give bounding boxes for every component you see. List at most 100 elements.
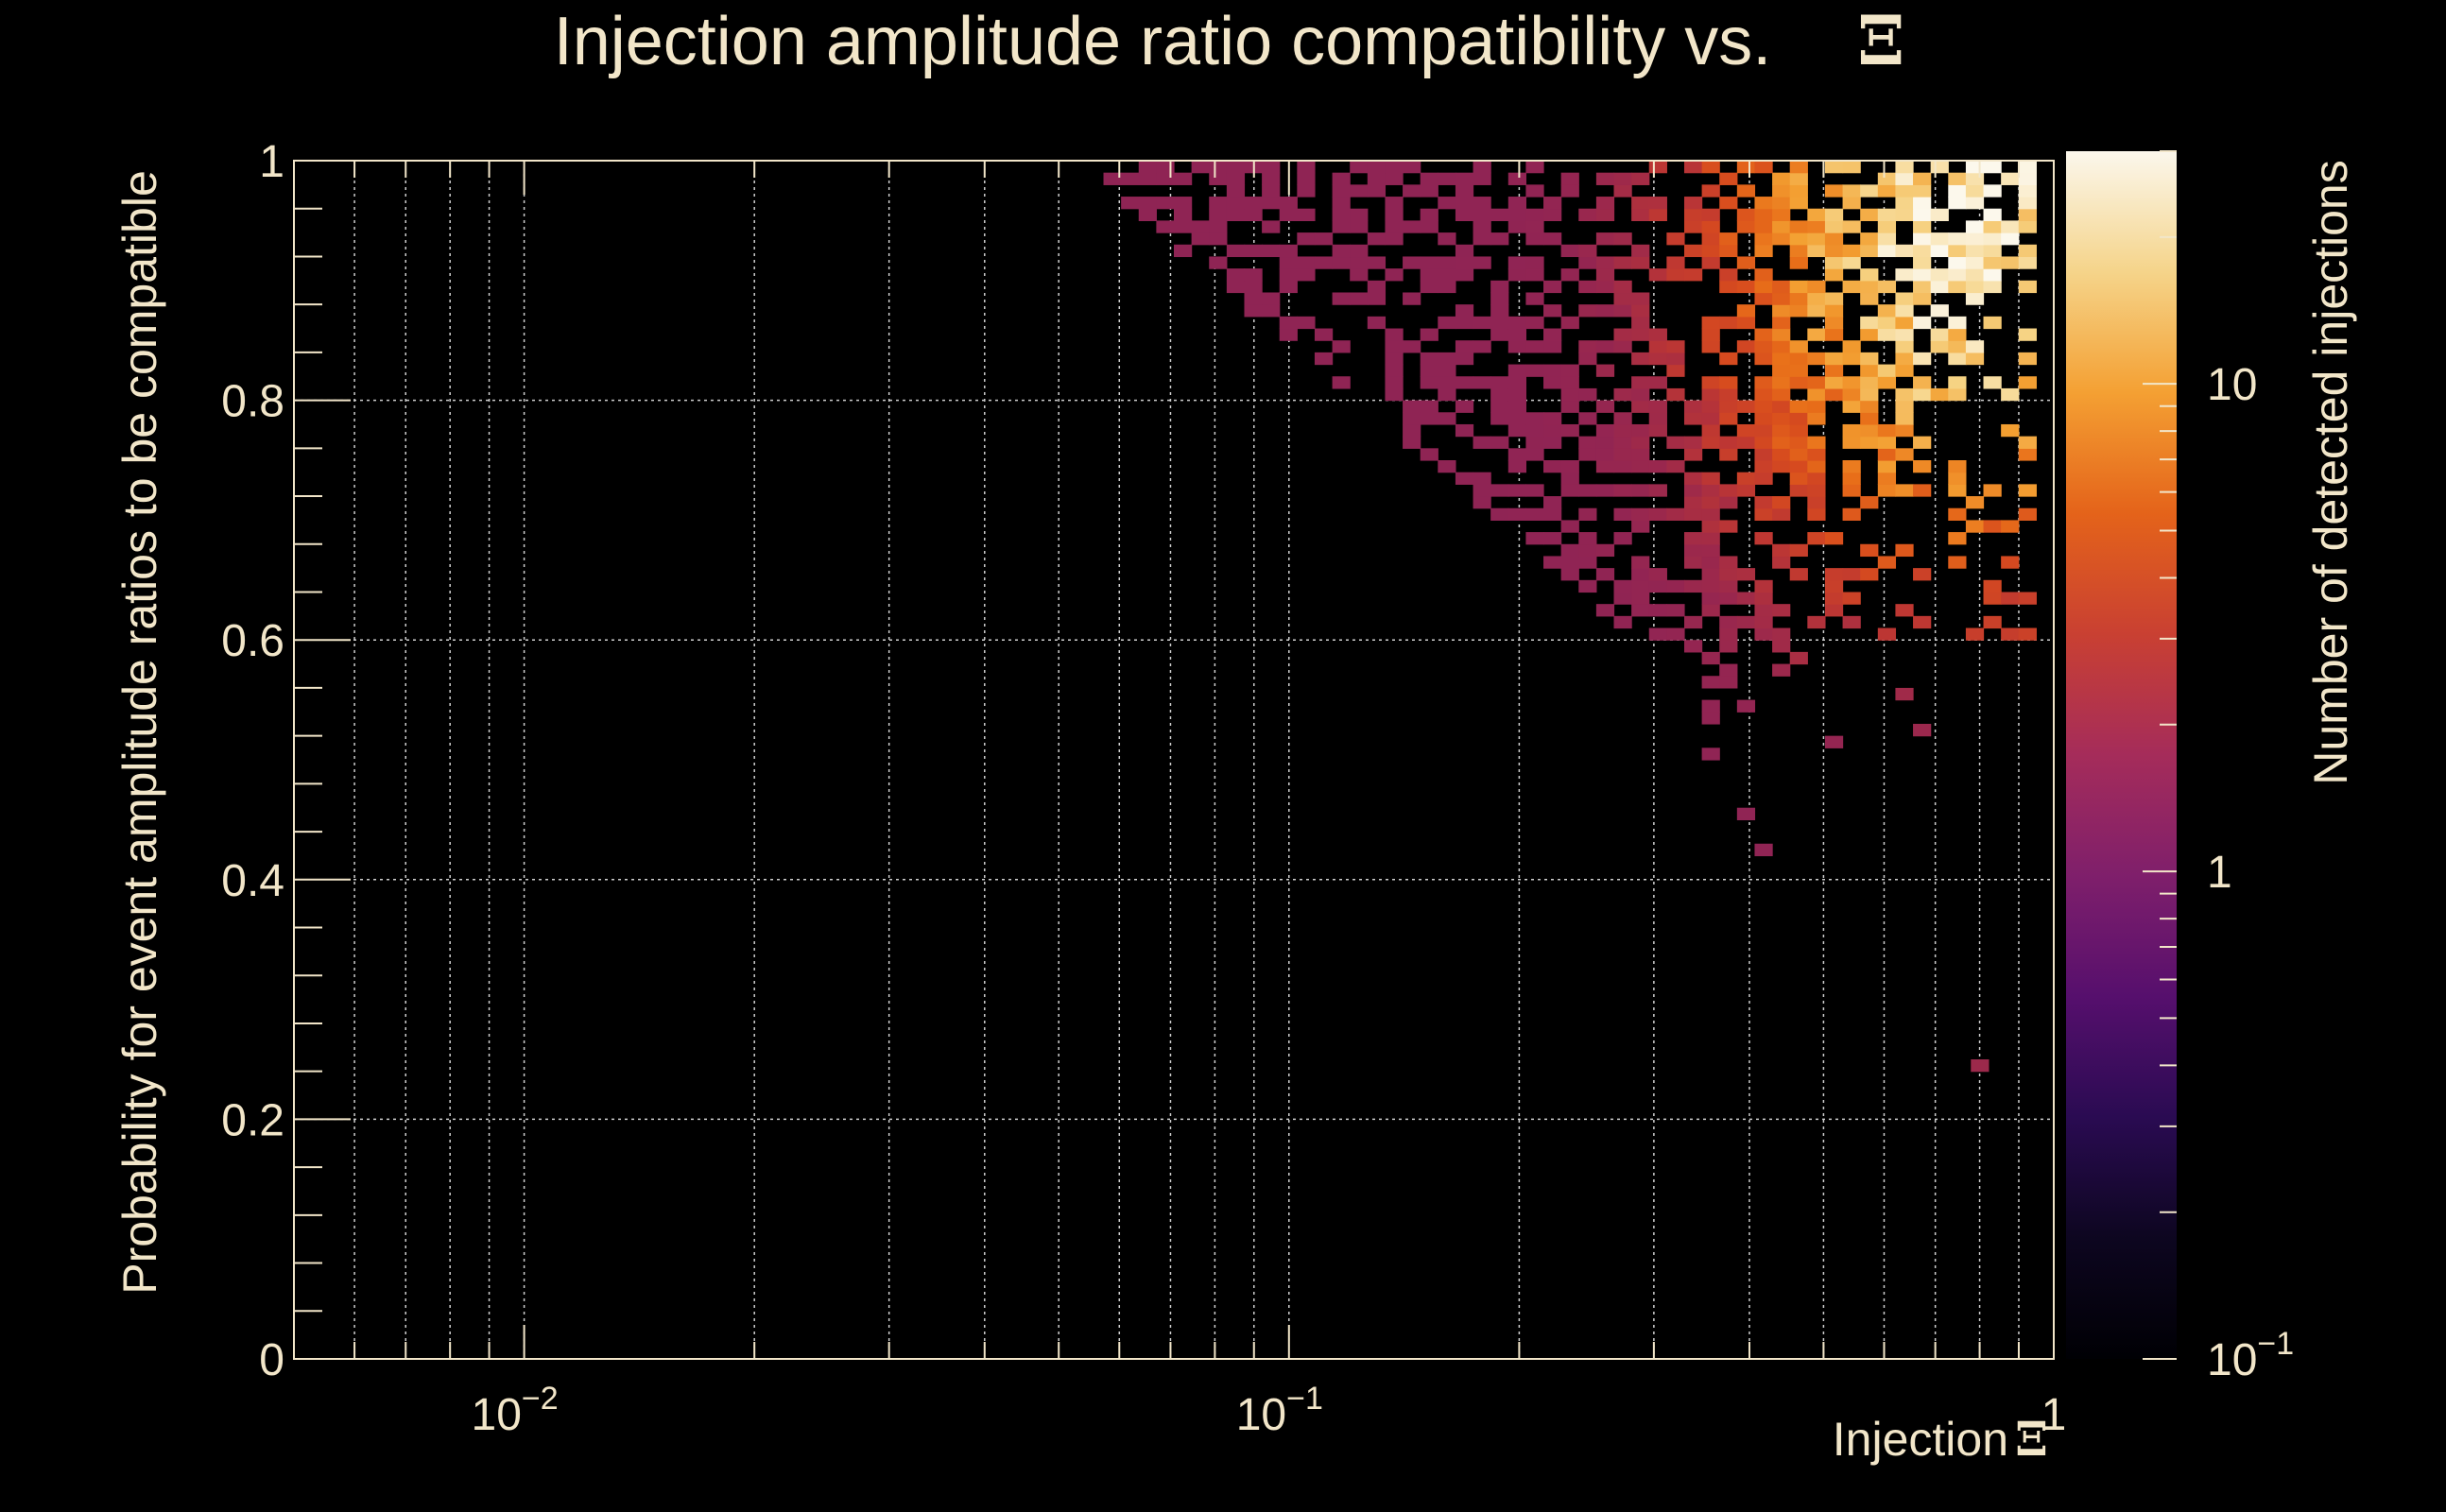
heatmap-bin bbox=[1701, 676, 1720, 689]
heatmap-bin bbox=[1895, 244, 1914, 258]
heatmap-bin bbox=[1543, 556, 1562, 569]
heatmap-bin bbox=[1332, 244, 1351, 258]
heatmap-bin bbox=[1613, 592, 1632, 605]
heatmap-bin bbox=[1367, 316, 1387, 330]
heatmap-bin bbox=[1403, 340, 1421, 353]
heatmap-bin bbox=[1772, 340, 1791, 353]
color-bar-label: Number of detected injections bbox=[2304, 160, 2357, 784]
heatmap-bin bbox=[1595, 364, 1615, 377]
heatmap-bin bbox=[2001, 232, 2020, 246]
heatmap-bin bbox=[1965, 172, 1985, 185]
heatmap-bin bbox=[1877, 436, 1897, 449]
heatmap-bin bbox=[1613, 507, 1632, 521]
heatmap-bin bbox=[1350, 292, 1369, 305]
heatmap-bin bbox=[1507, 208, 1526, 221]
heatmap-bin bbox=[1525, 364, 1544, 377]
heatmap-bin bbox=[1578, 244, 1597, 258]
heatmap-bin bbox=[1789, 412, 1808, 425]
heatmap-bin bbox=[1385, 387, 1404, 402]
heatmap-bin bbox=[1613, 448, 1632, 461]
heatmap-bin bbox=[1209, 220, 1228, 233]
heatmap-bin bbox=[1473, 316, 1491, 330]
heatmap-bin bbox=[1438, 197, 1456, 210]
heatmap-bin bbox=[1507, 340, 1526, 353]
heatmap-bin bbox=[1965, 340, 1985, 353]
heatmap-bin bbox=[1789, 472, 1808, 485]
heatmap-bin bbox=[1772, 507, 1791, 521]
heatmap-bin bbox=[1420, 172, 1438, 185]
heatmap-bin bbox=[1490, 387, 1509, 402]
heatmap-bin bbox=[1807, 292, 1826, 305]
heatmap-bin bbox=[1842, 280, 1861, 294]
heatmap-bin bbox=[1560, 484, 1579, 497]
heatmap-bin bbox=[1279, 316, 1298, 330]
heatmap-bin bbox=[1948, 244, 1967, 258]
heatmap-bin bbox=[1772, 448, 1791, 461]
heatmap-bin bbox=[1683, 640, 1703, 653]
heatmap-bin bbox=[1367, 184, 1387, 198]
heatmap-bin bbox=[1948, 387, 1967, 402]
heatmap-bin bbox=[1613, 436, 1632, 449]
heatmap-bin bbox=[1736, 316, 1756, 330]
heatmap-bin bbox=[1965, 197, 1985, 210]
heatmap-bin bbox=[2001, 520, 2020, 533]
heatmap-bin bbox=[1455, 472, 1474, 485]
heatmap-bin bbox=[1895, 400, 1914, 413]
heatmap-bin bbox=[1473, 436, 1491, 449]
heatmap-bin bbox=[1860, 496, 1879, 509]
heatmap-bin bbox=[1683, 436, 1703, 449]
heatmap-bin bbox=[1807, 484, 1826, 497]
heatmap-bin bbox=[1595, 423, 1615, 438]
heatmap-bin bbox=[1701, 376, 1720, 389]
heatmap-bin bbox=[1772, 328, 1791, 341]
heatmap-bin bbox=[1350, 220, 1369, 233]
heatmap-bin bbox=[1385, 376, 1404, 389]
heatmap-bin bbox=[1772, 376, 1791, 389]
heatmap-bin bbox=[1877, 484, 1897, 497]
heatmap-bin bbox=[1507, 484, 1526, 497]
heatmap-bin bbox=[1490, 328, 1509, 341]
heatmap-bin bbox=[1701, 400, 1720, 413]
heatmap-bin bbox=[1824, 184, 1844, 198]
heatmap-bin bbox=[1895, 484, 1914, 497]
heatmap-bin bbox=[1824, 268, 1844, 282]
heatmap-bin bbox=[1473, 340, 1491, 353]
heatmap-bin bbox=[2018, 507, 2037, 521]
heatmap-bin bbox=[1438, 364, 1456, 377]
chart-title: Injection amplitude ratio compatibility … bbox=[554, 0, 1905, 80]
heatmap-bin bbox=[2018, 592, 2037, 605]
heatmap-bin bbox=[2018, 220, 2037, 233]
heatmap-bin bbox=[1895, 208, 1914, 221]
heatmap-bin bbox=[1209, 208, 1228, 221]
heatmap-bin bbox=[1560, 423, 1579, 438]
heatmap-bin bbox=[1930, 304, 1949, 318]
heatmap-bin bbox=[1895, 268, 1914, 282]
heatmap-bin bbox=[1191, 232, 1210, 246]
heatmap-bin bbox=[1789, 423, 1808, 438]
heatmap-bin bbox=[1385, 268, 1404, 282]
heatmap-bin bbox=[1490, 232, 1509, 246]
heatmap-bin bbox=[1772, 304, 1791, 318]
heatmap-bin bbox=[1507, 412, 1526, 425]
heatmap-bin bbox=[1595, 197, 1615, 210]
heatmap-bin bbox=[1525, 507, 1544, 521]
x-tick-label: 1 bbox=[2041, 1390, 2067, 1440]
heatmap-bin bbox=[1403, 220, 1421, 233]
heatmap-bin bbox=[1930, 244, 1949, 258]
heatmap-bin bbox=[1683, 532, 1703, 545]
heatmap-bin bbox=[1420, 256, 1438, 269]
heatmap-bin bbox=[1913, 244, 1932, 258]
heatmap-bin bbox=[1736, 400, 1756, 413]
heatmap-bin bbox=[1613, 484, 1632, 497]
heatmap-bin bbox=[1543, 208, 1562, 221]
heatmap-bin bbox=[1824, 161, 1844, 174]
heatmap-bin bbox=[1754, 352, 1773, 366]
heatmap-bin bbox=[1895, 687, 1914, 701]
heatmap-bin bbox=[1842, 472, 1861, 485]
heatmap-bin bbox=[1877, 220, 1897, 233]
heatmap-bin bbox=[1683, 556, 1703, 569]
heatmap-bin bbox=[1895, 543, 1914, 558]
heatmap-bin bbox=[1507, 316, 1526, 330]
heatmap-bin bbox=[1860, 244, 1879, 258]
heatmap-bin bbox=[1772, 184, 1791, 198]
